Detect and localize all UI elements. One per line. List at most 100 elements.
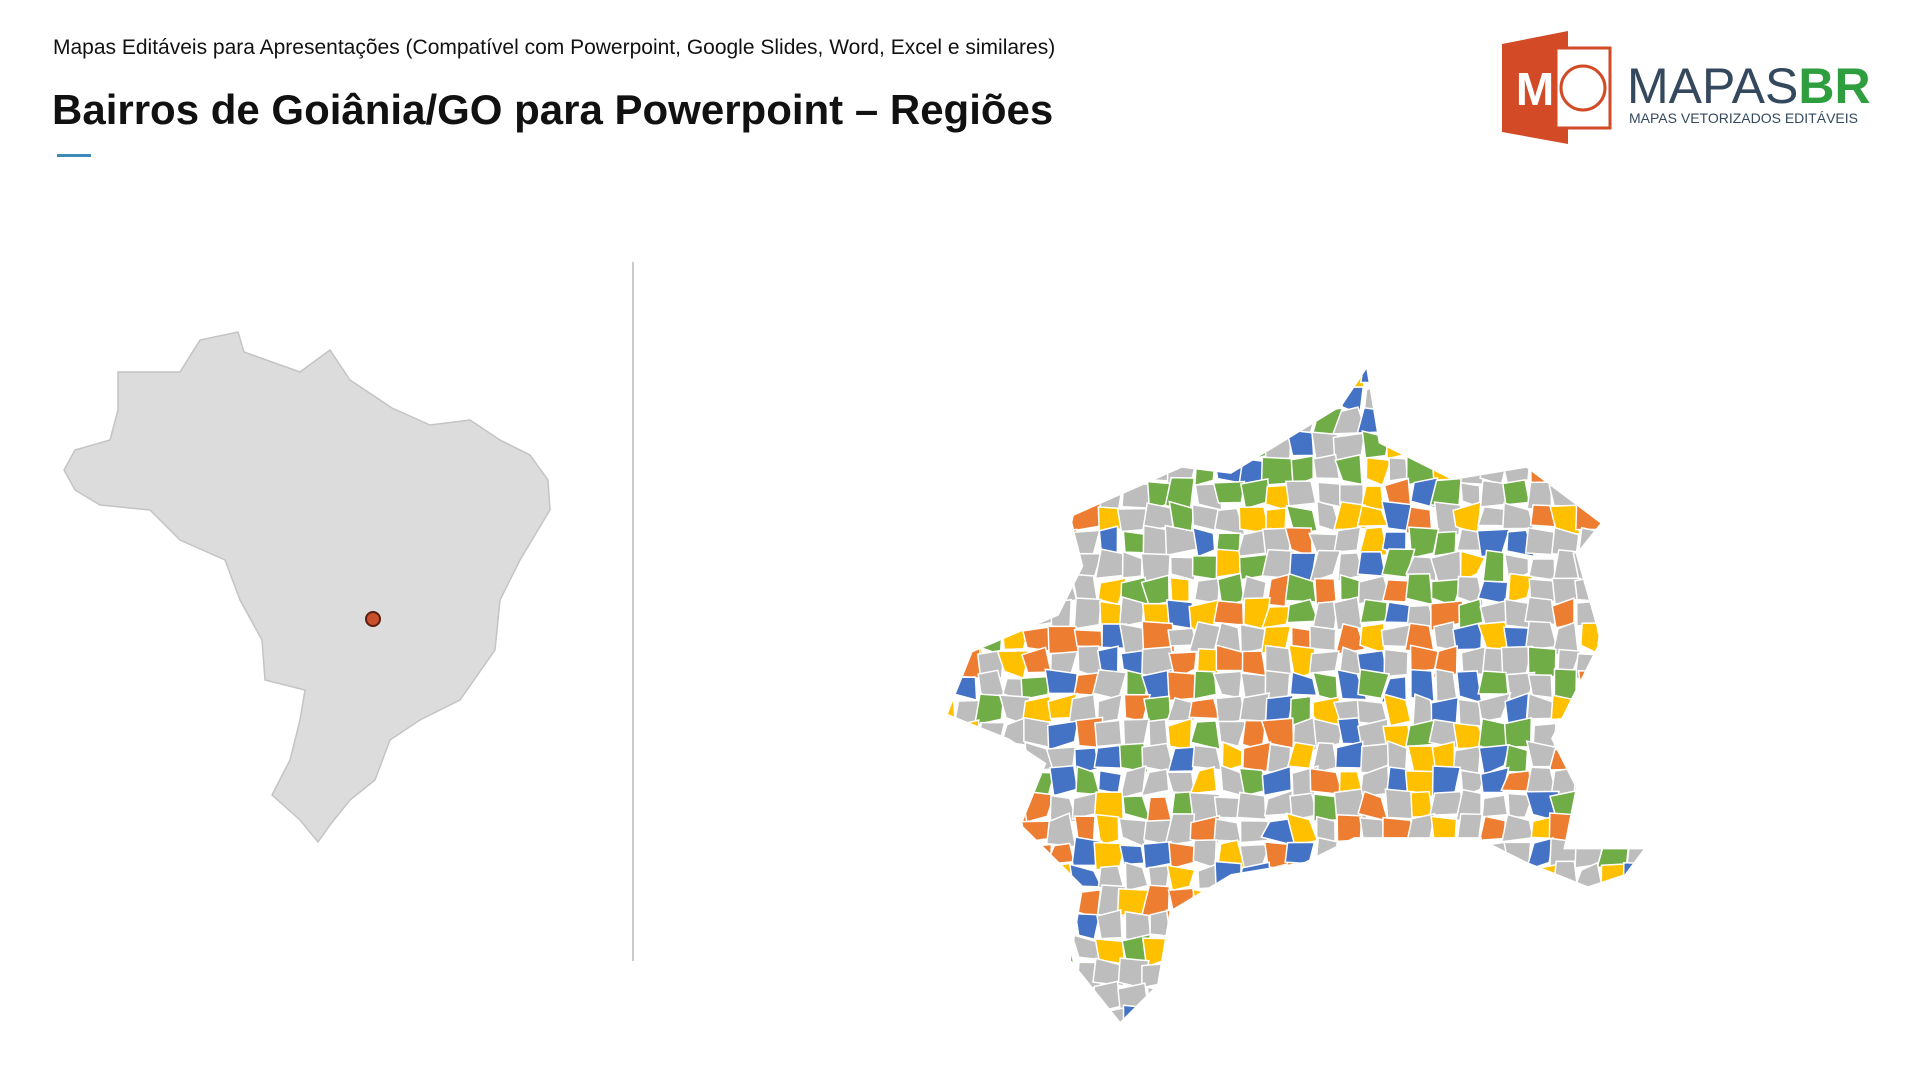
- neighborhood: [1288, 1054, 1318, 1080]
- neighborhood: [1020, 675, 1050, 701]
- neighborhood: [947, 937, 960, 965]
- neighborhood: [932, 312, 957, 342]
- neighborhood: [1477, 334, 1504, 361]
- neighborhood: [1046, 986, 1078, 1014]
- neighborhood: [947, 454, 953, 487]
- neighborhood: [950, 962, 983, 990]
- neighborhood: [1284, 961, 1314, 985]
- neighborhood: [1501, 479, 1531, 506]
- neighborhood: [1265, 335, 1289, 363]
- neighborhood: [1171, 286, 1193, 318]
- logo: M MAPASBR MAPAS VETORIZADOS EDITÁVEIS: [1502, 31, 1871, 144]
- neighborhood: [1623, 1032, 1648, 1059]
- neighborhood: [947, 412, 955, 435]
- neighborhood: [1221, 740, 1243, 773]
- neighborhood: [1576, 291, 1602, 314]
- neighborhood: [1361, 938, 1392, 968]
- neighborhood: [980, 290, 1006, 316]
- neighborhood: [1092, 957, 1125, 987]
- neighborhood: [1572, 717, 1604, 749]
- neighborhood: [979, 333, 1005, 363]
- neighborhood: [1167, 961, 1200, 988]
- neighborhood: [1121, 550, 1143, 579]
- neighborhood: [956, 598, 982, 629]
- neighborhood: [1048, 454, 1080, 482]
- neighborhood: [1477, 860, 1507, 896]
- neighborhood: [972, 621, 1004, 656]
- neighborhood: [1167, 1057, 1193, 1080]
- neighborhood: [1577, 669, 1603, 701]
- neighborhood: [1263, 369, 1292, 390]
- neighborhood: [1239, 982, 1271, 1014]
- neighborhood: [952, 476, 977, 511]
- neighborhood: [1074, 912, 1101, 941]
- neighborhood: [1332, 934, 1361, 967]
- neighborhood: [1646, 504, 1675, 532]
- neighborhood: [1165, 909, 1198, 941]
- neighborhood: [1579, 1034, 1600, 1063]
- neighborhood: [1454, 887, 1487, 912]
- neighborhood: [1045, 889, 1074, 920]
- neighborhood: [1167, 1035, 1199, 1061]
- neighborhood: [1287, 891, 1316, 913]
- neighborhood: [1550, 888, 1581, 917]
- neighborhood: [1097, 1031, 1126, 1063]
- neighborhood: [1600, 790, 1630, 824]
- neighborhood: [1238, 408, 1263, 437]
- neighborhood: [1575, 793, 1603, 817]
- neighborhood: [1095, 813, 1120, 847]
- neighborhood: [1580, 622, 1602, 655]
- neighborhood: [1293, 1007, 1315, 1022]
- neighborhood: [1268, 1057, 1295, 1080]
- neighborhood: [1527, 910, 1556, 944]
- neighborhood: [1623, 794, 1644, 824]
- neighborhood: [1266, 573, 1291, 608]
- neighborhood: [932, 340, 954, 362]
- neighborhood: [1388, 456, 1409, 482]
- neighborhood: [1045, 503, 1074, 534]
- neighborhood: [1428, 433, 1464, 462]
- neighborhood: [1021, 695, 1053, 723]
- neighborhood: [947, 385, 958, 412]
- neighborhood: [1309, 958, 1343, 991]
- neighborhood: [1094, 719, 1123, 748]
- neighborhood: [1289, 310, 1314, 336]
- neighborhood: [1507, 866, 1535, 895]
- neighborhood: [1001, 1007, 1027, 1022]
- neighborhood: [1341, 1033, 1366, 1063]
- neighborhood: [1626, 338, 1651, 364]
- neighborhood: [932, 1031, 959, 1062]
- neighborhood: [1482, 549, 1505, 583]
- neighborhood: [1044, 668, 1078, 695]
- neighborhood: [1647, 1031, 1677, 1057]
- neighborhood: [1117, 405, 1150, 440]
- neighborhood: [1456, 1056, 1484, 1080]
- neighborhood: [1001, 962, 1027, 991]
- neighborhood: [1169, 556, 1196, 582]
- neighborhood: [947, 526, 960, 559]
- logo-brand: MAPASBR: [1627, 58, 1871, 114]
- neighborhood: [1622, 695, 1644, 727]
- neighborhood: [1452, 913, 1485, 943]
- neighborhood: [947, 1008, 959, 1022]
- neighborhood: [1308, 981, 1342, 1011]
- neighborhood: [1650, 718, 1678, 749]
- neighborhood: [1333, 526, 1362, 554]
- neighborhood: [1164, 984, 1199, 1016]
- neighborhood: [1309, 625, 1337, 652]
- neighborhood: [1022, 288, 1055, 318]
- neighborhood: [978, 836, 1005, 868]
- neighborhood: [1599, 334, 1625, 361]
- title: Bairros de Goiânia/GO para Powerpoint – …: [52, 86, 1054, 133]
- neighborhood: [1507, 792, 1534, 818]
- neighborhood: [948, 934, 976, 959]
- neighborhood: [1240, 937, 1269, 959]
- neighborhood: [1648, 628, 1676, 652]
- neighborhood: [1650, 816, 1678, 846]
- neighborhood: [1095, 406, 1124, 438]
- neighborhood: [972, 596, 1008, 632]
- neighborhood: [1264, 388, 1288, 414]
- neighborhood: [1381, 1031, 1415, 1056]
